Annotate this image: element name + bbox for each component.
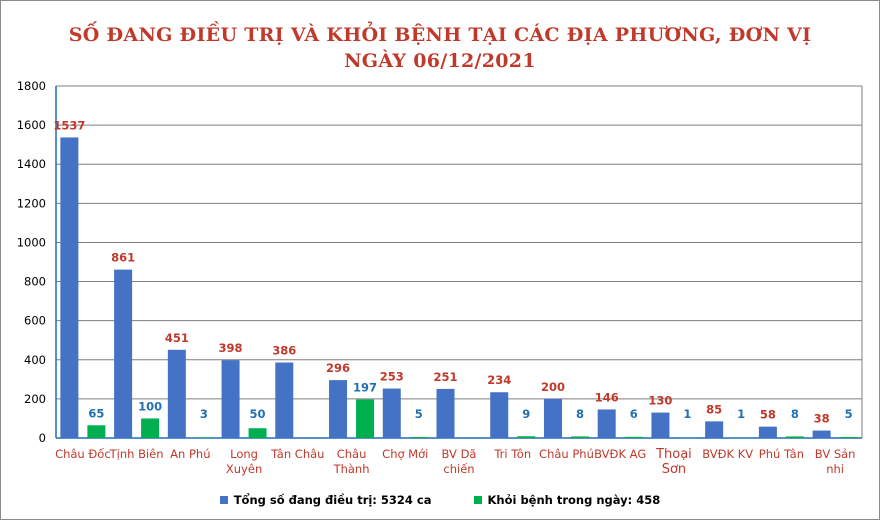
- y-tick-label: 200: [24, 392, 46, 406]
- y-tick-label: 600: [24, 314, 46, 328]
- data-label-recovered: 8: [576, 407, 584, 421]
- data-label-total: 234: [487, 373, 511, 387]
- data-label-recovered: 9: [522, 407, 530, 421]
- x-tick-label: BV Dã: [442, 447, 477, 461]
- data-label-total: 251: [433, 370, 457, 384]
- data-label-recovered: 197: [353, 380, 377, 394]
- bar-total: [221, 360, 240, 438]
- legend-swatch-recovered: [473, 496, 482, 504]
- bar-total: [382, 388, 401, 438]
- bar-recovered: [87, 425, 106, 438]
- x-tick-label: Tri Tôn: [493, 447, 531, 461]
- bar-total: [597, 409, 616, 438]
- x-tick-label: Tân Châu: [270, 447, 324, 461]
- x-tick-label: Xuyên: [226, 462, 262, 476]
- data-label-recovered: 50: [250, 407, 266, 421]
- x-tick-label: Châu: [337, 447, 367, 461]
- data-label-recovered: 1: [683, 407, 691, 421]
- bar-recovered: [839, 437, 858, 438]
- data-label-recovered: 8: [791, 407, 799, 421]
- bar-recovered: [570, 436, 589, 438]
- bar-recovered: [517, 436, 536, 438]
- bar-total: [275, 362, 294, 438]
- data-label-total: 253: [380, 370, 404, 384]
- legend-item-recovered: Khỏi bệnh trong ngày: 458: [473, 493, 661, 507]
- bar-recovered: [785, 436, 804, 438]
- data-label-recovered: 1: [737, 407, 745, 421]
- data-label-recovered: 6: [630, 407, 638, 421]
- data-label-total: 58: [760, 408, 776, 422]
- bar-total: [812, 430, 831, 438]
- x-tick-label: Tịnh Biên: [109, 447, 164, 461]
- x-tick-label: Chợ Mới: [382, 447, 428, 461]
- bar-recovered: [624, 436, 643, 438]
- bar-recovered: [194, 437, 213, 438]
- data-label-total: 296: [326, 361, 350, 375]
- bar-total: [758, 426, 777, 438]
- bar-recovered: [248, 428, 267, 438]
- data-label-total: 146: [595, 390, 619, 404]
- x-tick-label: nhi: [826, 462, 844, 476]
- legend-label-total: Tổng số đang điều trị: 5324 ca: [233, 493, 432, 507]
- bar-total: [651, 412, 670, 438]
- bar-recovered: [141, 418, 160, 438]
- data-label-total: 386: [272, 344, 296, 358]
- x-tick-label: Châu Phú: [539, 447, 594, 461]
- bar-total: [490, 392, 509, 438]
- data-label-recovered: 3: [200, 407, 208, 421]
- data-label-total: 85: [706, 402, 722, 416]
- data-label-recovered: 5: [845, 407, 853, 421]
- x-tick-label: BVĐK KV: [702, 447, 753, 461]
- y-tick-label: 1200: [17, 196, 46, 210]
- bar-total: [436, 388, 455, 438]
- x-tick-label: Thành: [333, 462, 370, 476]
- bar-total: [60, 137, 79, 439]
- y-tick-label: 1400: [17, 157, 46, 171]
- y-tick-label: 400: [24, 353, 46, 367]
- bar-recovered: [356, 399, 375, 438]
- bar-total: [329, 380, 348, 438]
- y-tick-label: 800: [24, 275, 46, 289]
- bar-total: [705, 421, 724, 438]
- x-tick-label: Long: [230, 447, 258, 461]
- data-label-total: 1537: [53, 118, 85, 132]
- legend: Tổng số đang điều trị: 5324 ca Khỏi bệnh…: [0, 490, 880, 510]
- chart-subtitle: NGÀY 06/12/2021: [344, 50, 536, 72]
- data-label-total: 398: [219, 341, 243, 355]
- x-tick-label: BV Sản: [815, 447, 856, 461]
- data-label-total: 200: [541, 380, 565, 394]
- x-tick-label: Phú Tân: [759, 447, 804, 461]
- x-tick-label: Sơn: [662, 462, 686, 477]
- y-tick-label: 1800: [17, 79, 46, 93]
- data-label-total: 451: [165, 331, 189, 345]
- data-label-recovered: 100: [138, 399, 162, 413]
- bar-recovered: [409, 437, 428, 438]
- bar-total: [167, 349, 186, 438]
- bar-total: [543, 398, 562, 438]
- y-tick-label: 1600: [17, 118, 46, 132]
- x-tick-label: Châu Đốc: [55, 447, 111, 461]
- bar-total: [114, 269, 133, 438]
- legend-label-recovered: Khỏi bệnh trong ngày: 458: [487, 493, 661, 507]
- data-label-recovered: 65: [88, 406, 104, 420]
- data-label-total: 38: [814, 412, 830, 426]
- x-tick-label: chiến: [443, 462, 474, 476]
- chart-title: SỐ ĐANG ĐIỀU TRỊ VÀ KHỎI BỆNH TẠI CÁC ĐỊ…: [68, 24, 812, 46]
- legend-item-total: Tổng số đang điều trị: 5324 ca: [219, 493, 432, 507]
- x-tick-label: Thoại: [655, 447, 692, 462]
- x-tick-label: An Phú: [170, 447, 210, 461]
- y-tick-label: 0: [39, 431, 46, 445]
- data-label-recovered: 5: [415, 407, 423, 421]
- legend-swatch-total: [219, 496, 228, 504]
- data-label-total: 130: [648, 394, 672, 408]
- y-tick-label: 1000: [17, 235, 46, 249]
- x-tick-label: BVĐK AG: [594, 447, 646, 461]
- data-label-total: 861: [111, 251, 135, 265]
